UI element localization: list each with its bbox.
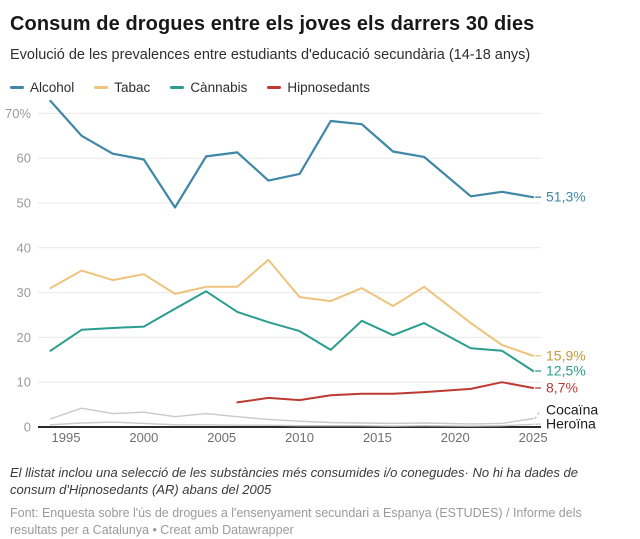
- legend-item-cannabis: Cànnabis: [170, 80, 247, 95]
- legend-dash-icon: [10, 86, 24, 89]
- legend-dash-icon: [170, 86, 184, 89]
- x-axis-tick-label: 2015: [363, 430, 392, 445]
- legend-item-tabac: Tabac: [94, 80, 150, 95]
- chart-notes: El llistat inclou una selecció de les su…: [10, 464, 620, 499]
- series-end-label-heroina: Heroïna: [546, 415, 596, 431]
- chart-subtitle: Evolució de les prevalences entre estudi…: [10, 46, 630, 65]
- label-leader-line: [535, 410, 541, 418]
- y-axis-tick-label: 60: [17, 151, 31, 166]
- y-axis-tick-label: 30: [17, 285, 31, 300]
- y-axis-tick-label: 20: [17, 330, 31, 345]
- x-axis-tick-label: 2010: [285, 430, 314, 445]
- series-line-hipnosedants: [237, 382, 533, 402]
- series-line-cocaina: [50, 408, 533, 424]
- line-chart: 0 10 20 30 40 50 60 70% 1995 2000 2005 2010 2015 2020…: [0, 95, 640, 457]
- x-axis-tick-label: 2020: [441, 430, 470, 445]
- legend-label: Hipnosedants: [287, 80, 370, 95]
- chart-title: Consum de drogues entre els joves els da…: [10, 12, 630, 37]
- series-end-label-cannabis: 12,5%: [546, 362, 586, 378]
- x-axis-tick-label: 2005: [207, 430, 236, 445]
- series-line-cannabis: [50, 291, 533, 371]
- chart-source: Font: Enquesta sobre l'ús de drogues a l…: [10, 505, 620, 539]
- y-axis-tick-label: 10: [17, 375, 31, 390]
- y-axis-tick-label: 0: [24, 419, 31, 434]
- legend-item-alcohol: Alcohol: [10, 80, 74, 95]
- x-axis-tick-label: 2000: [129, 430, 158, 445]
- legend-item-hipnosedants: Hipnosedants: [267, 80, 370, 95]
- series-line-alcohol: [50, 101, 533, 208]
- x-axis-tick-label: 2025: [519, 430, 548, 445]
- y-axis-tick-label: 50: [17, 195, 31, 210]
- series-line-tabac: [50, 260, 533, 356]
- series-end-label-tabac: 15,9%: [546, 347, 586, 363]
- legend-dash-icon: [94, 86, 108, 89]
- legend: Alcohol Tabac Cànnabis Hipnosedants: [10, 80, 630, 95]
- legend-label: Tabac: [114, 80, 150, 95]
- series-end-label-alcohol: 51,3%: [546, 189, 586, 205]
- y-axis-tick-label: 40: [17, 240, 31, 255]
- y-axis-tick-label: 70%: [5, 106, 31, 121]
- legend-dash-icon: [267, 86, 281, 89]
- series-end-label-hipnosedants: 8,7%: [546, 379, 578, 395]
- legend-label: Cànnabis: [190, 80, 247, 95]
- legend-label: Alcohol: [30, 80, 74, 95]
- x-axis-tick-label: 1995: [52, 430, 81, 445]
